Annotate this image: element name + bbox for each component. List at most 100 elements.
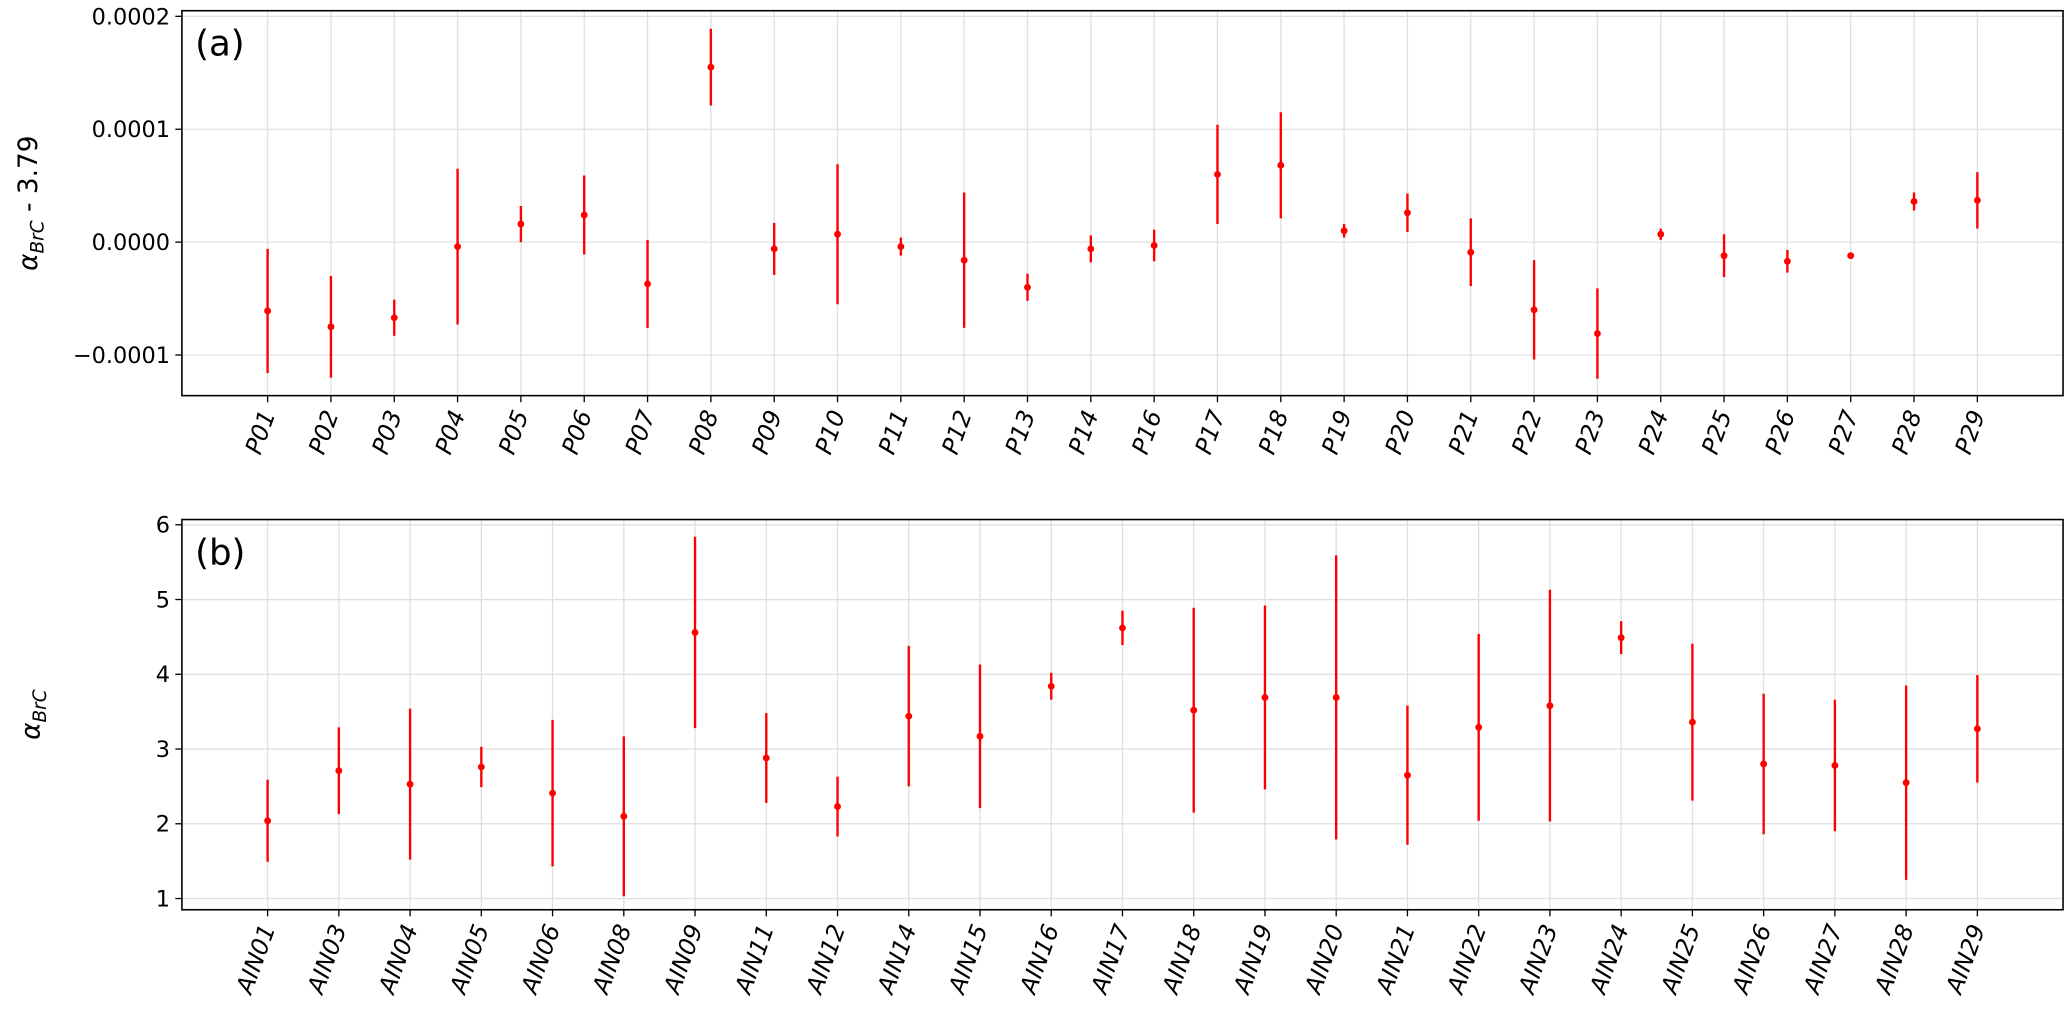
x-tick-label: AIN23 (1512, 921, 1563, 999)
data-point (477, 763, 485, 771)
x-tick-label: P01 (240, 407, 282, 458)
data-point (834, 230, 841, 238)
data-point (454, 243, 462, 251)
x-tick-label: AIN03 (301, 921, 352, 999)
data-point (264, 817, 272, 825)
data-point (517, 220, 525, 228)
y-tick-label: 5 (156, 587, 170, 613)
x-tick-label: P24 (1633, 407, 1675, 458)
data-point (1467, 248, 1475, 256)
x-tick-label: P04 (430, 407, 472, 458)
y-tick-label: 6 (156, 513, 170, 539)
x-tick-label: AIN14 (871, 921, 922, 999)
x-tick-label: AIN05 (444, 921, 495, 999)
data-point (960, 256, 968, 264)
x-tick-label: AIN04 (372, 921, 423, 999)
data-point (620, 812, 628, 820)
data-point (1277, 161, 1285, 169)
x-tick-label: AIN16 (1013, 921, 1064, 999)
x-tick-label: AIN15 (942, 921, 993, 999)
data-point (1087, 245, 1095, 253)
x-tick-label: P12 (936, 407, 978, 458)
data-point (1973, 196, 1981, 204)
x-tick-label: P21 (1443, 407, 1485, 458)
data-point (1831, 762, 1839, 769)
data-point (1657, 230, 1665, 238)
data-point (644, 280, 651, 288)
panel-label: (a) (195, 24, 245, 65)
data-point (1150, 242, 1158, 249)
axes-frame (181, 9, 2064, 397)
x-tick-label: P25 (1696, 407, 1738, 458)
panel-a: −0.0001 0.0000 0.0001 0.0002 P01 P02 P03 P04 P05… (14, 4, 2064, 458)
data-point (1261, 694, 1269, 701)
data-point (1760, 760, 1768, 768)
x-tick-label: AIN20 (1298, 921, 1349, 999)
x-tick-label: P07 (620, 407, 662, 458)
data-point (1119, 624, 1126, 632)
data-point (1475, 723, 1483, 731)
data-point (1973, 725, 1981, 733)
x-tick-label: AIN12 (800, 921, 851, 999)
x-tick-label: P02 (303, 407, 345, 458)
y-tick-label: 3 (156, 737, 170, 763)
x-tick-label: P06 (556, 407, 598, 458)
x-tick-label: P29 (1949, 407, 1991, 458)
data-point (770, 245, 778, 253)
y-tick-label: 1 (156, 886, 170, 912)
x-tick-label: AIN11 (728, 921, 779, 999)
x-tick-label: AIN09 (657, 921, 708, 999)
y-axis-label: αBrC - 3.79 (14, 135, 49, 270)
x-tick-label: AIN26 (1726, 921, 1777, 999)
data-point (406, 780, 414, 788)
x-tick-label: P05 (493, 407, 535, 458)
x-tick-label: P08 (683, 407, 725, 458)
data-point (1214, 170, 1221, 178)
data-point (691, 628, 699, 636)
data-point (1688, 718, 1696, 726)
x-tick-label: P23 (1569, 407, 1611, 458)
x-tick-label: P13 (1000, 407, 1042, 458)
x-tick-label: AIN28 (1868, 921, 1919, 999)
data-point (1047, 682, 1055, 690)
x-tick-label: AIN25 (1655, 921, 1706, 999)
y-axis-label: αBrC (17, 689, 52, 740)
panel-label: (b) (195, 532, 245, 573)
x-tick-label: P11 (873, 407, 915, 458)
x-tick-label: AIN22 (1441, 921, 1492, 999)
y-tick-label: 0.0002 (92, 4, 170, 30)
data-point (549, 789, 556, 797)
x-tick-label: AIN06 (515, 921, 566, 999)
data-point (580, 211, 588, 219)
y-tick-label: 0.0001 (92, 117, 170, 143)
data-point (1902, 779, 1910, 787)
x-tick-label: P20 (1379, 407, 1421, 458)
x-tick-label: P18 (1253, 407, 1295, 458)
x-tick-label: P14 (1063, 407, 1105, 458)
panel-b: 1 2 3 4 5 6 AIN01 AIN03 AIN04 AIN05 AIN06 AIN08 AIN0… (17, 513, 2064, 999)
data-point (707, 63, 715, 71)
x-tick-label: P17 (1189, 407, 1231, 458)
data-point (1783, 257, 1791, 265)
data-point (1404, 209, 1411, 217)
x-tick-label: AIN21 (1370, 921, 1421, 999)
x-tick-label: P03 (366, 407, 408, 458)
data-point (335, 767, 343, 775)
data-point (834, 803, 841, 811)
data-point (264, 307, 272, 315)
x-tick-label: P10 (810, 407, 852, 458)
data-point (1024, 283, 1031, 291)
data-point (762, 754, 770, 762)
x-tick-label: P16 (1126, 407, 1168, 458)
data-point (1530, 306, 1538, 314)
data-point (1847, 252, 1855, 260)
y-tick-label: 0.0000 (92, 230, 170, 256)
y-tick-label: 4 (156, 662, 170, 688)
data-point (1546, 702, 1554, 710)
data-point (976, 732, 984, 740)
data-point (1404, 771, 1411, 779)
y-tick-label: −0.0001 (73, 343, 170, 369)
x-tick-label: P22 (1506, 407, 1548, 458)
x-tick-label: AIN29 (1940, 921, 1991, 999)
